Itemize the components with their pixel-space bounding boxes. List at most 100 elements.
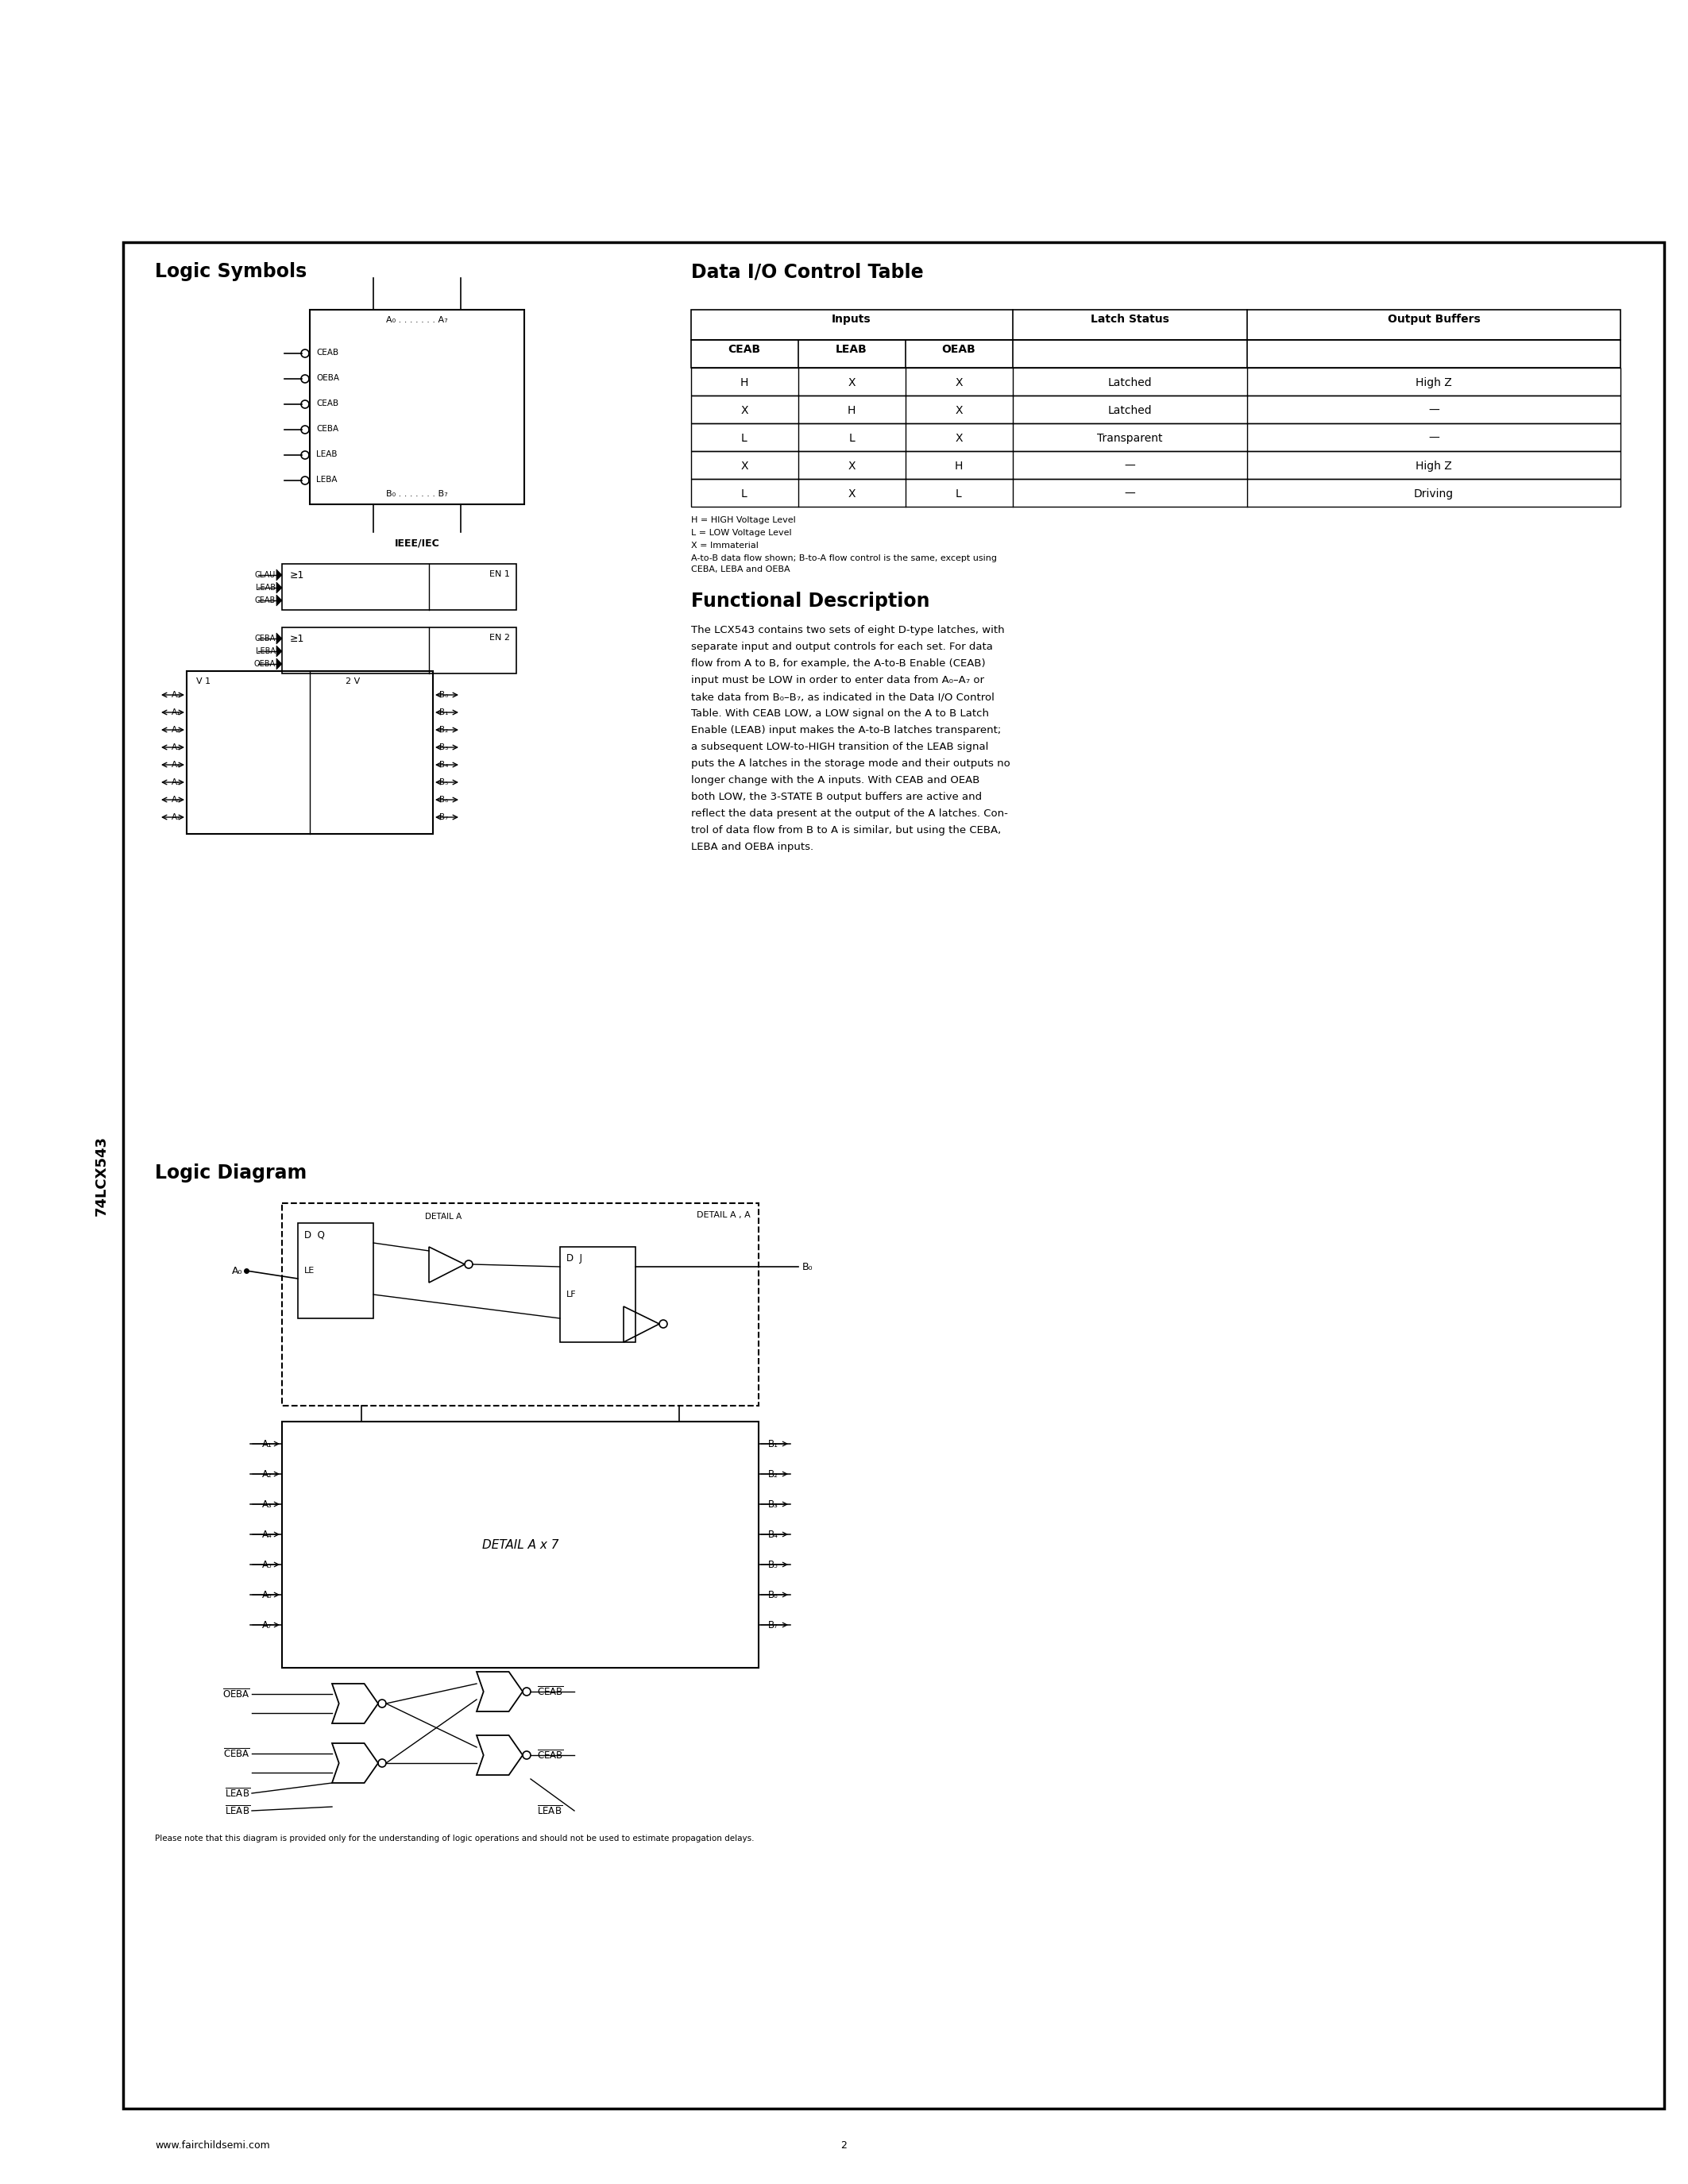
- Text: LEAB: LEAB: [257, 583, 275, 592]
- Text: A₀: A₀: [170, 690, 181, 699]
- Text: V 1: V 1: [196, 677, 211, 686]
- Bar: [282, 563, 517, 609]
- Text: X: X: [847, 378, 856, 389]
- Text: B₇: B₇: [439, 812, 449, 821]
- Text: X = Immaterial: X = Immaterial: [690, 542, 758, 550]
- Text: L: L: [741, 489, 748, 500]
- Polygon shape: [277, 657, 282, 670]
- Bar: [297, 1223, 373, 1319]
- Text: LEBA: LEBA: [257, 646, 275, 655]
- Text: X: X: [741, 404, 748, 417]
- Text: puts the A latches in the storage mode and their outputs no: puts the A latches in the storage mode a…: [690, 758, 1009, 769]
- Text: Inputs: Inputs: [832, 314, 871, 325]
- Text: take data from B₀–B₇, as indicated in the Data I/O Control: take data from B₀–B₇, as indicated in th…: [690, 692, 994, 701]
- Text: L: L: [849, 432, 854, 443]
- Bar: [690, 478, 1620, 507]
- Polygon shape: [277, 633, 282, 644]
- Text: $\overline{\mathrm{CEAB}}$: $\overline{\mathrm{CEAB}}$: [537, 1686, 564, 1697]
- Text: 2 V: 2 V: [346, 677, 360, 686]
- Text: High Z: High Z: [1416, 461, 1452, 472]
- Text: EN 1: EN 1: [490, 570, 510, 579]
- Text: A₆: A₆: [262, 1590, 272, 1601]
- Text: LEBA and OEBA inputs.: LEBA and OEBA inputs.: [690, 841, 814, 852]
- Text: Logic Diagram: Logic Diagram: [155, 1164, 307, 1182]
- Text: input must be LOW in order to enter data from A₀–A₇ or: input must be LOW in order to enter data…: [690, 675, 984, 686]
- Text: OEAB: OEAB: [942, 343, 976, 356]
- Text: Transparent: Transparent: [1097, 432, 1163, 443]
- Text: Latched: Latched: [1107, 404, 1151, 417]
- Text: B₀: B₀: [439, 690, 449, 699]
- Text: Latched: Latched: [1107, 378, 1151, 389]
- Text: 74LCX543: 74LCX543: [95, 1136, 108, 1216]
- Text: CEAB: CEAB: [728, 343, 761, 356]
- Text: A-to-B data flow shown; B-to-A flow control is the same, except using: A-to-B data flow shown; B-to-A flow cont…: [690, 555, 998, 561]
- Text: LEAB: LEAB: [836, 343, 868, 356]
- Text: A₇: A₇: [262, 1621, 272, 1629]
- Text: B₇: B₇: [768, 1621, 778, 1629]
- Text: LE: LE: [304, 1267, 314, 1275]
- Text: A₃: A₃: [172, 743, 181, 751]
- Text: OEBA: OEBA: [255, 660, 275, 668]
- Text: H = HIGH Voltage Level: H = HIGH Voltage Level: [690, 515, 795, 524]
- Text: DETAIL A: DETAIL A: [425, 1212, 463, 1221]
- Text: Output Buffers: Output Buffers: [1388, 314, 1480, 325]
- Text: B₂: B₂: [768, 1470, 778, 1479]
- Text: CEBA, LEBA and OEBA: CEBA, LEBA and OEBA: [690, 566, 790, 574]
- Bar: [690, 424, 1620, 452]
- Text: A₂: A₂: [172, 725, 181, 734]
- Text: ≥1: ≥1: [290, 570, 304, 581]
- Text: B₀: B₀: [802, 1262, 814, 1271]
- Text: B₁: B₁: [768, 1439, 778, 1448]
- Text: B₆: B₆: [768, 1590, 778, 1601]
- Text: A₅: A₅: [172, 778, 181, 786]
- Text: LEBA: LEBA: [316, 476, 338, 483]
- Text: A₇: A₇: [172, 812, 181, 821]
- Text: CEBA: CEBA: [255, 636, 275, 642]
- Text: —: —: [1428, 432, 1440, 443]
- Text: $\overline{\mathrm{CEAB}}$: $\overline{\mathrm{CEAB}}$: [537, 1749, 564, 1760]
- Text: D  Q: D Q: [304, 1230, 324, 1241]
- Text: A₀: A₀: [231, 1265, 243, 1275]
- Text: B₆: B₆: [439, 795, 449, 804]
- Text: EN 2: EN 2: [490, 633, 510, 642]
- Text: OEBA: OEBA: [316, 373, 339, 382]
- Text: A₄: A₄: [262, 1529, 272, 1540]
- Bar: [282, 627, 517, 673]
- Text: X: X: [955, 378, 962, 389]
- Text: Logic Symbols: Logic Symbols: [155, 262, 307, 282]
- Text: CEAB: CEAB: [316, 400, 339, 408]
- Text: H: H: [847, 404, 856, 417]
- Text: —: —: [1124, 489, 1134, 500]
- Text: Driving: Driving: [1415, 489, 1453, 500]
- Text: B₅: B₅: [768, 1559, 778, 1570]
- Bar: [690, 395, 1620, 424]
- Text: CEAB: CEAB: [316, 349, 339, 356]
- Text: $\overline{\mathrm{CEBA}}$: $\overline{\mathrm{CEBA}}$: [223, 1747, 250, 1760]
- Text: LF: LF: [567, 1291, 576, 1299]
- Bar: [282, 1422, 758, 1669]
- Polygon shape: [277, 570, 282, 581]
- Text: X: X: [741, 461, 748, 472]
- Text: CEBA: CEBA: [316, 426, 339, 432]
- Bar: [690, 367, 1620, 395]
- Polygon shape: [277, 583, 282, 594]
- Text: —: —: [1124, 461, 1134, 472]
- Text: A₂: A₂: [262, 1470, 272, 1479]
- Text: B₃: B₃: [439, 743, 449, 751]
- Text: B₁: B₁: [439, 708, 449, 716]
- Bar: [282, 1203, 758, 1406]
- Text: B₄: B₄: [768, 1529, 778, 1540]
- Text: a subsequent LOW-to-HIGH transition of the LEAB signal: a subsequent LOW-to-HIGH transition of t…: [690, 743, 989, 751]
- Bar: [560, 1247, 635, 1343]
- Text: Table. With CEAB LOW, a LOW signal on the A to B Latch: Table. With CEAB LOW, a LOW signal on th…: [690, 708, 989, 719]
- Text: —: —: [1428, 404, 1440, 417]
- Text: Data I/O Control Table: Data I/O Control Table: [690, 262, 923, 282]
- Text: H: H: [739, 378, 748, 389]
- Bar: [690, 310, 1620, 341]
- Text: D  J: D J: [567, 1254, 582, 1265]
- Text: flow from A to B, for example, the A-to-B Enable (CEAB): flow from A to B, for example, the A-to-…: [690, 657, 986, 668]
- Text: B₅: B₅: [439, 778, 449, 786]
- Text: B₃: B₃: [768, 1498, 778, 1509]
- Text: IEEE/IEC: IEEE/IEC: [395, 537, 439, 548]
- Text: A₆: A₆: [172, 795, 181, 804]
